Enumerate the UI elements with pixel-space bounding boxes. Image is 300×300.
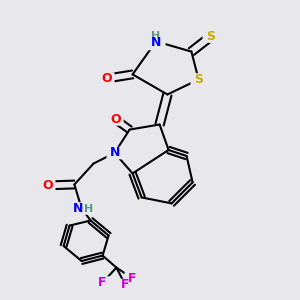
Text: H: H <box>152 31 160 41</box>
Text: F: F <box>98 276 107 289</box>
Text: S: S <box>206 30 215 43</box>
FancyBboxPatch shape <box>98 72 115 85</box>
Text: O: O <box>42 179 53 192</box>
FancyBboxPatch shape <box>106 147 123 159</box>
FancyBboxPatch shape <box>107 113 124 126</box>
FancyBboxPatch shape <box>202 30 219 43</box>
FancyBboxPatch shape <box>146 32 166 50</box>
FancyBboxPatch shape <box>124 272 141 285</box>
FancyBboxPatch shape <box>71 202 92 215</box>
FancyBboxPatch shape <box>190 73 207 86</box>
Text: N: N <box>110 146 120 160</box>
Text: F: F <box>121 278 130 292</box>
FancyBboxPatch shape <box>117 279 134 291</box>
Text: N: N <box>151 36 161 50</box>
Text: S: S <box>194 73 203 86</box>
FancyBboxPatch shape <box>39 179 56 192</box>
Text: O: O <box>101 72 112 85</box>
FancyBboxPatch shape <box>94 276 111 289</box>
Text: F: F <box>128 272 137 285</box>
Text: O: O <box>110 113 121 126</box>
Text: N: N <box>73 202 83 215</box>
Text: H: H <box>84 203 93 214</box>
